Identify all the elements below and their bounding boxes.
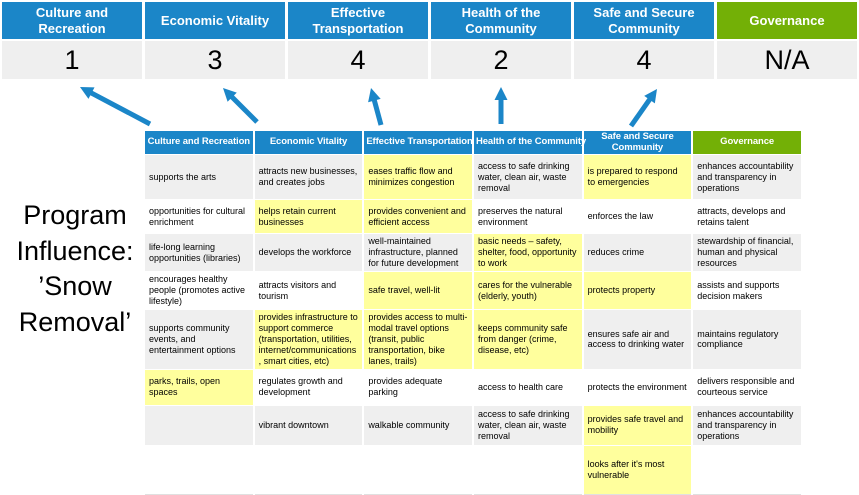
matrix-cell-economic-vitality-7: vibrant downtown: [252, 404, 365, 446]
summary-score-economic-vitality: 3: [145, 41, 285, 79]
matrix-cell-effective-transportation-6: provides adequate parking: [362, 368, 474, 406]
matrix-row-2: opportunities for cultural enrichment hel…: [143, 199, 803, 235]
matrix-cell-safe-and-secure-community-3: reduces crime: [581, 233, 694, 273]
matrix-cell-culture-and-recreation-6: parks, trails, open spaces: [143, 368, 255, 406]
matrix-cell-culture-and-recreation-4: encourages healthy people (promotes acti…: [143, 271, 255, 311]
matrix-cell-governance-5: maintains regulatory compliance: [691, 309, 803, 370]
matrix-header-health-of-the-community: Health of the Community: [471, 129, 586, 156]
matrix-cell-governance-2: attracts, develops and retains talent: [691, 199, 803, 235]
matrix-cell-governance-7: enhances accountability and transparency…: [691, 404, 803, 446]
matrix-cell-culture-and-recreation-5: supports community events, and entertain…: [143, 309, 255, 370]
matrix-cell-governance-6: delivers responsible and courteous servi…: [691, 368, 803, 406]
summary-governance: Governance N/A: [717, 2, 857, 79]
matrix-cell-economic-vitality-8: [252, 444, 365, 495]
matrix-cell-health-of-the-community-2: preserves the natural environment: [471, 199, 584, 235]
matrix-cell-economic-vitality-5: provides infrastructure to support comme…: [252, 309, 365, 370]
matrix-cell-culture-and-recreation-7: [143, 404, 255, 446]
summary-culture-and-recreation: Culture and Recreation 1: [2, 2, 142, 79]
matrix-row-7: vibrant downtown walkable community access…: [143, 404, 803, 446]
matrix-cell-health-of-the-community-6: access to health care: [471, 368, 584, 406]
matrix-cell-economic-vitality-1: attracts new businesses, and creates job…: [252, 154, 365, 201]
matrix-cell-economic-vitality-6: regulates growth and development: [252, 368, 365, 406]
matrix-row-1: supports the arts attracts new businesses…: [143, 154, 803, 201]
arrow-to-effective-transportation-icon: [368, 88, 384, 126]
summary-score-effective-transportation: 4: [288, 41, 428, 79]
matrix-table: Culture and Recreation Economic Vitality E…: [143, 129, 803, 495]
matrix-cell-safe-and-secure-community-8: looks after it's most vulnerable: [581, 444, 694, 495]
summary-score-governance: N/A: [717, 41, 857, 79]
priority-matrix: Culture and Recreation Economic Vitality E…: [143, 129, 803, 495]
matrix-header-culture-and-recreation: Culture and Recreation: [143, 129, 255, 156]
matrix-cell-culture-and-recreation-8: [143, 444, 255, 495]
matrix-head: Culture and Recreation Economic Vitality E…: [143, 129, 803, 156]
summary-score-culture-and-recreation: 1: [2, 41, 142, 79]
matrix-cell-governance-4: assists and supports decision makers: [691, 271, 803, 311]
matrix-cell-effective-transportation-8: [362, 444, 474, 495]
arrow-to-safe-and-secure-community-icon: [628, 89, 657, 128]
matrix-cell-governance-3: stewardship of financial, human and phys…: [691, 233, 803, 273]
arrow-to-economic-vitality-icon: [223, 88, 259, 124]
matrix-cell-safe-and-secure-community-7: provides safe travel and mobility: [581, 404, 694, 446]
summary-header-governance: Governance: [717, 2, 857, 39]
matrix-cell-health-of-the-community-3: basic needs – safety, shelter, food, opp…: [471, 233, 584, 273]
page-title: Program Influence: ’Snow Removal’: [16, 200, 134, 337]
matrix-cell-safe-and-secure-community-1: is prepared to respond to emergencies: [581, 154, 694, 201]
matrix-body: supports the arts attracts new businesses…: [143, 154, 803, 495]
matrix-cell-culture-and-recreation-1: supports the arts: [143, 154, 255, 201]
matrix-header-safe-and-secure-community: Safe and Secure Community: [581, 129, 694, 156]
matrix-cell-effective-transportation-7: walkable community: [362, 404, 474, 446]
matrix-header-effective-transportation: Effective Transportation: [362, 129, 474, 156]
arrow-to-culture-and-recreation-icon: [80, 87, 152, 127]
summary-safe-and-secure-community: Safe and Secure Community 4: [574, 2, 714, 79]
matrix-cell-culture-and-recreation-3: life-long learning opportunities (librar…: [143, 233, 255, 273]
summary-header-culture-and-recreation: Culture and Recreation: [2, 2, 142, 39]
matrix-cell-health-of-the-community-8: [471, 444, 584, 495]
matrix-cell-safe-and-secure-community-2: enforces the law: [581, 199, 694, 235]
matrix-cell-economic-vitality-4: attracts visitors and tourism: [252, 271, 365, 311]
matrix-cell-culture-and-recreation-2: opportunities for cultural enrichment: [143, 199, 255, 235]
matrix-row-8: looks after it's most vulnerable: [143, 444, 803, 495]
matrix-row-4: encourages healthy people (promotes acti…: [143, 271, 803, 311]
matrix-cell-effective-transportation-3: well-maintained infrastructure, planned …: [362, 233, 474, 273]
matrix-cell-effective-transportation-4: safe travel, well-lit: [362, 271, 474, 311]
matrix-header-governance: Governance: [691, 129, 803, 156]
matrix-cell-effective-transportation-1: eases traffic flow and minimizes congest…: [362, 154, 474, 201]
summary-effective-transportation: Effective Transportation 4: [288, 2, 428, 79]
matrix-cell-health-of-the-community-5: keeps community safe from danger (crime,…: [471, 309, 584, 370]
matrix-cell-health-of-the-community-1: access to safe drinking water, clean air…: [471, 154, 584, 201]
matrix-cell-effective-transportation-5: provides access to multi-modal travel op…: [362, 309, 474, 370]
matrix-cell-safe-and-secure-community-6: protects the environment: [581, 368, 694, 406]
matrix-cell-health-of-the-community-4: cares for the vulnerable (elderly, youth…: [471, 271, 584, 311]
matrix-cell-health-of-the-community-7: access to safe drinking water, clean air…: [471, 404, 584, 446]
matrix-cell-effective-transportation-2: provides convenient and efficient access: [362, 199, 474, 235]
matrix-cell-safe-and-secure-community-5: ensures safe air and access to drinking …: [581, 309, 694, 370]
summary-header-safe-and-secure-community: Safe and Secure Community: [574, 2, 714, 39]
summary-score-safe-and-secure-community: 4: [574, 41, 714, 79]
matrix-row-6: parks, trails, open spaces regulates grow…: [143, 368, 803, 406]
matrix-header-economic-vitality: Economic Vitality: [252, 129, 365, 156]
matrix-cell-governance-8: [691, 444, 803, 495]
matrix-row-3: life-long learning opportunities (librar…: [143, 233, 803, 273]
summary-header-health-of-the-community: Health of the Community: [431, 2, 571, 39]
matrix-cell-economic-vitality-3: develops the workforce: [252, 233, 365, 273]
summary-header-economic-vitality: Economic Vitality: [145, 2, 285, 39]
summary-header-effective-transportation: Effective Transportation: [288, 2, 428, 39]
summary-health-of-the-community: Health of the Community 2: [431, 2, 571, 79]
summary-score-health-of-the-community: 2: [431, 41, 571, 79]
matrix-cell-safe-and-secure-community-4: protects property: [581, 271, 694, 311]
priority-summary-row: Culture and Recreation 1 Economic Vitality…: [2, 2, 857, 79]
matrix-cell-governance-1: enhances accountability and transparency…: [691, 154, 803, 201]
matrix-cell-economic-vitality-2: helps retain current businesses: [252, 199, 365, 235]
arrow-to-health-of-the-community-icon: [494, 87, 508, 124]
matrix-row-5: supports community events, and entertain…: [143, 309, 803, 370]
summary-economic-vitality: Economic Vitality 3: [145, 2, 285, 79]
